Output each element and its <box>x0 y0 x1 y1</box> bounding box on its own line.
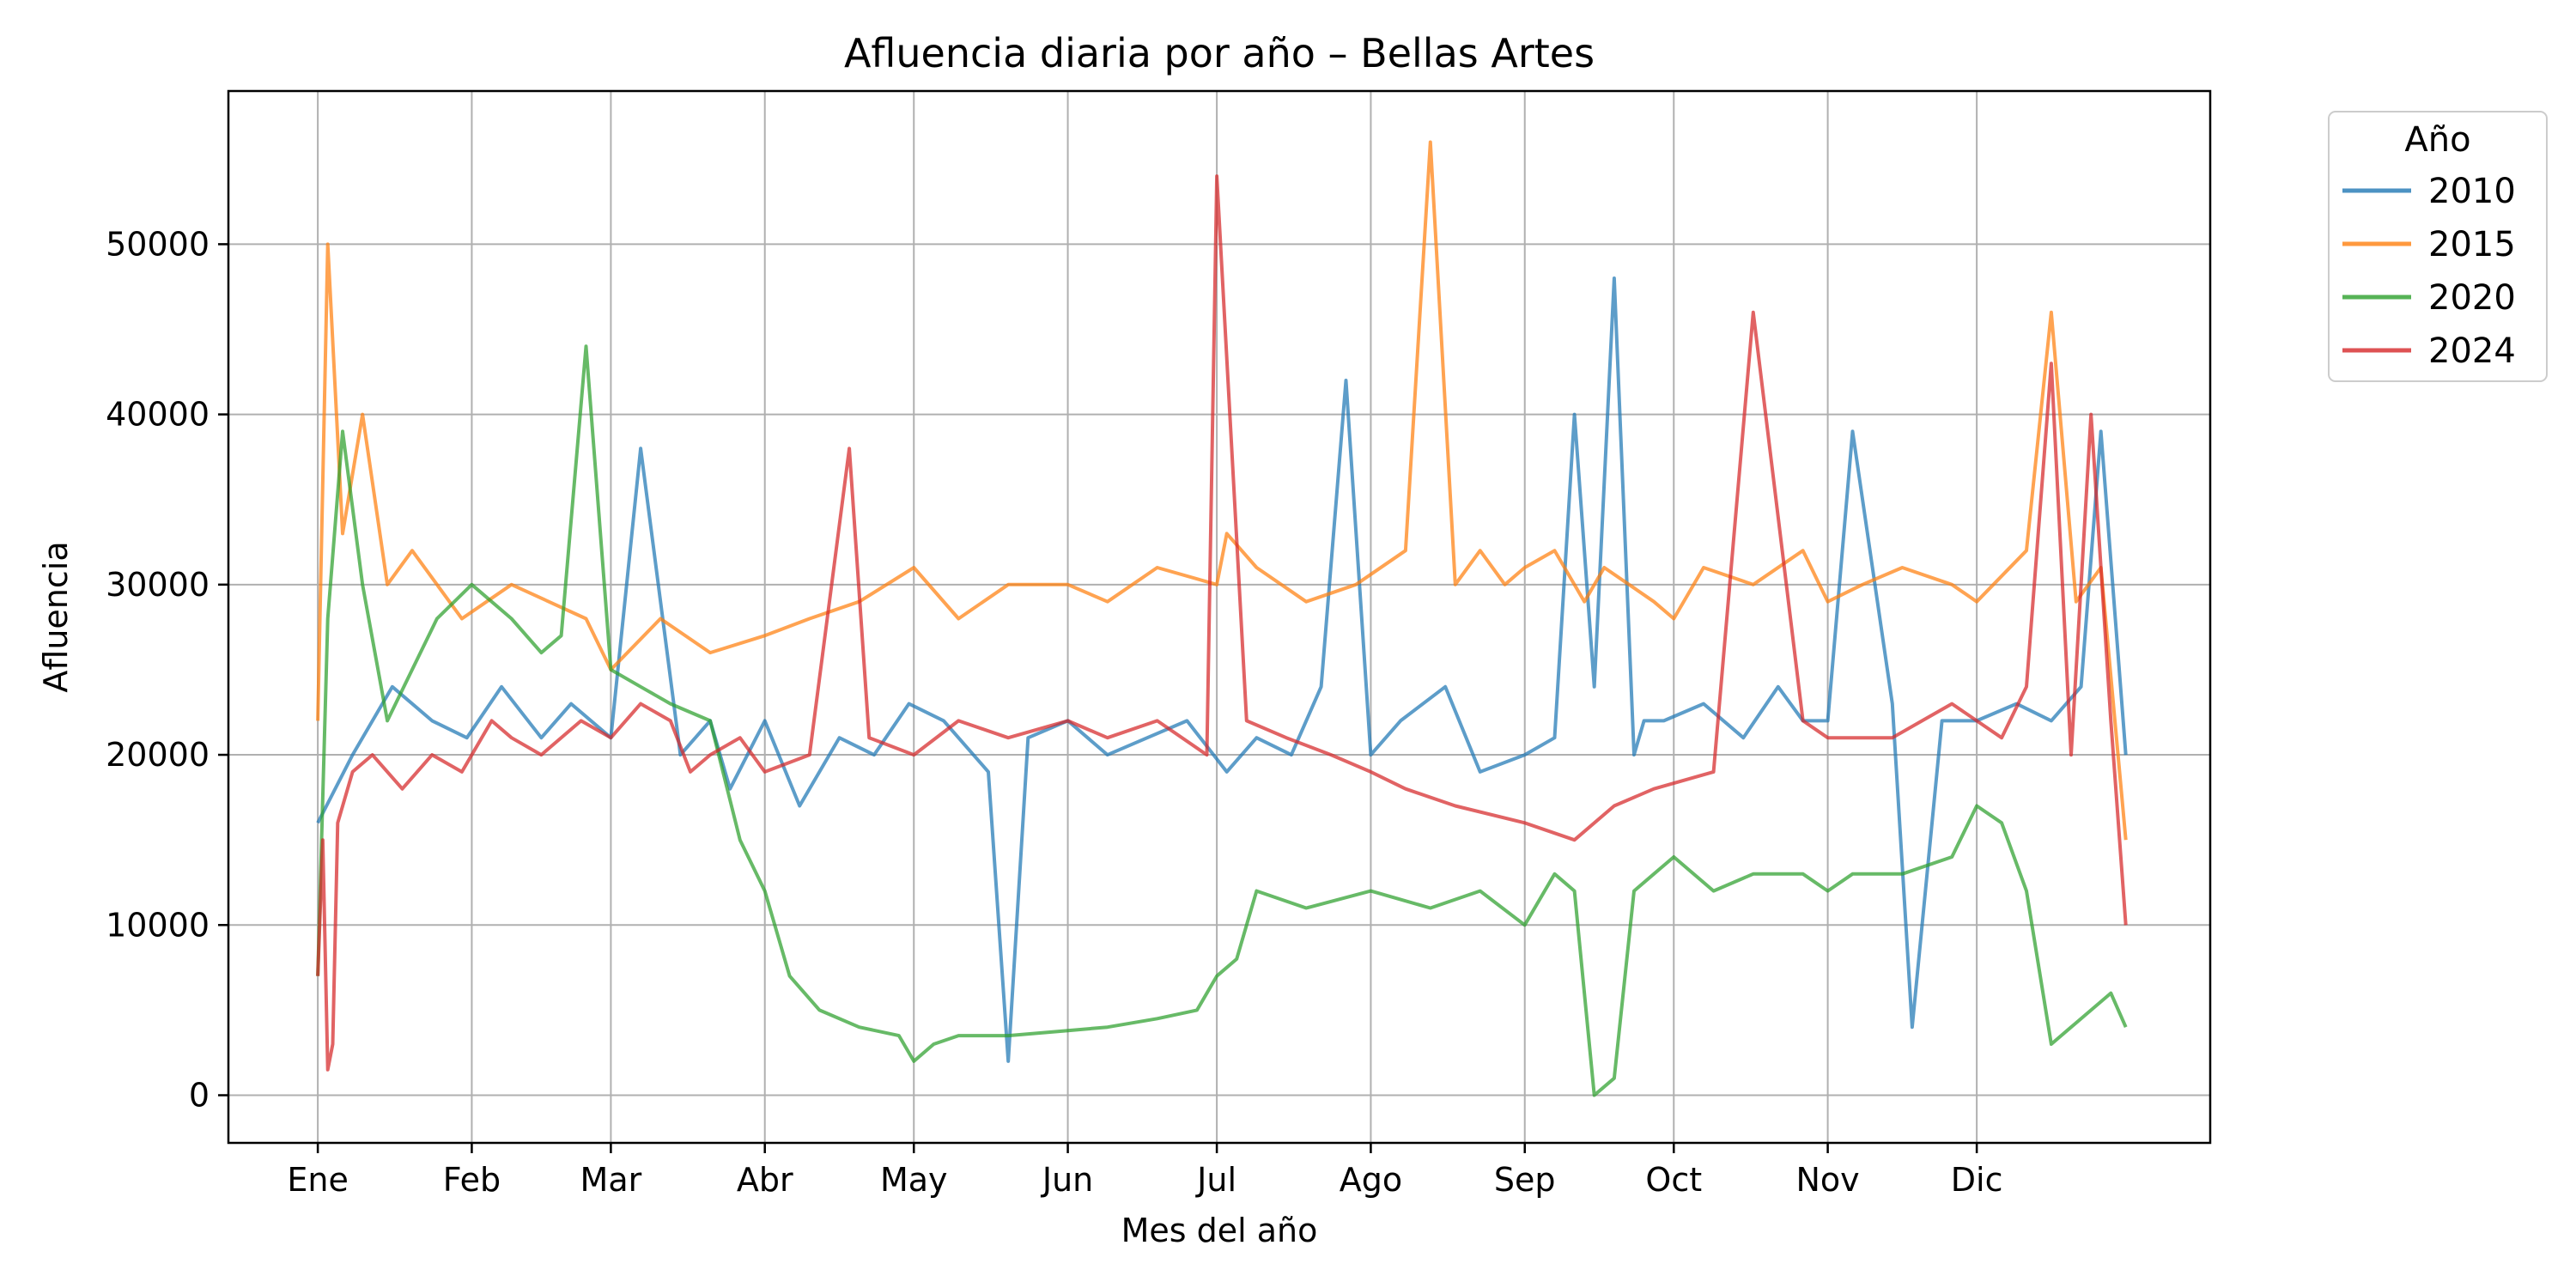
x-tick-label: Mar <box>580 1161 642 1199</box>
y-axis-label: Afluencia <box>37 541 75 692</box>
legend-label: 2010 <box>2428 172 2516 211</box>
y-tick-label: 20000 <box>106 736 210 774</box>
chart-title: Afluencia diaria por año – Bellas Artes <box>844 30 1595 76</box>
y-axis-ticks: 0 10000 20000 30000 40000 50000 <box>106 225 228 1114</box>
x-tick-label: Ago <box>1340 1161 1402 1199</box>
y-tick-label: 30000 <box>106 566 210 604</box>
y-tick-label: 0 <box>189 1076 210 1114</box>
plot-frame <box>227 89 2212 1145</box>
legend-box <box>2328 111 2548 382</box>
y-tick-label: 50000 <box>106 225 210 263</box>
y-tick-label: 10000 <box>106 906 210 944</box>
series-layer <box>316 140 2128 1097</box>
x-tick-label: Dic <box>1951 1161 2003 1199</box>
legend-label: 2020 <box>2428 278 2516 318</box>
legend-items: 2010 2015 2020 2024 <box>2342 172 2516 371</box>
x-axis-ticks: Ene Feb Mar Abr May Jun Jul Ago Sep Oct Nov Dic <box>287 1143 2002 1199</box>
x-axis-label: Mes del año <box>1121 1212 1318 1249</box>
series-line-2010 <box>316 276 2128 1063</box>
legend: Año 2010 2015 2020 2024 <box>2328 111 2548 382</box>
x-tick-label: Jun <box>1041 1161 1093 1199</box>
legend-label: 2024 <box>2428 331 2516 371</box>
x-tick-label: Jul <box>1195 1161 1236 1199</box>
legend-label: 2015 <box>2428 225 2516 264</box>
x-tick-label: Sep <box>1494 1161 1556 1199</box>
legend-title: Año <box>2404 120 2470 160</box>
series-line-2015 <box>316 140 2128 841</box>
x-tick-label: Abr <box>737 1161 793 1199</box>
x-tick-label: Nov <box>1796 1161 1860 1199</box>
series-line-2024 <box>316 174 2128 1072</box>
x-tick-label: Ene <box>287 1161 348 1199</box>
x-tick-label: Feb <box>443 1161 501 1199</box>
x-tick-label: Oct <box>1645 1161 1702 1199</box>
y-tick-label: 40000 <box>106 396 210 434</box>
x-tick-label: May <box>880 1161 948 1199</box>
series-line-2020 <box>316 344 2128 1097</box>
